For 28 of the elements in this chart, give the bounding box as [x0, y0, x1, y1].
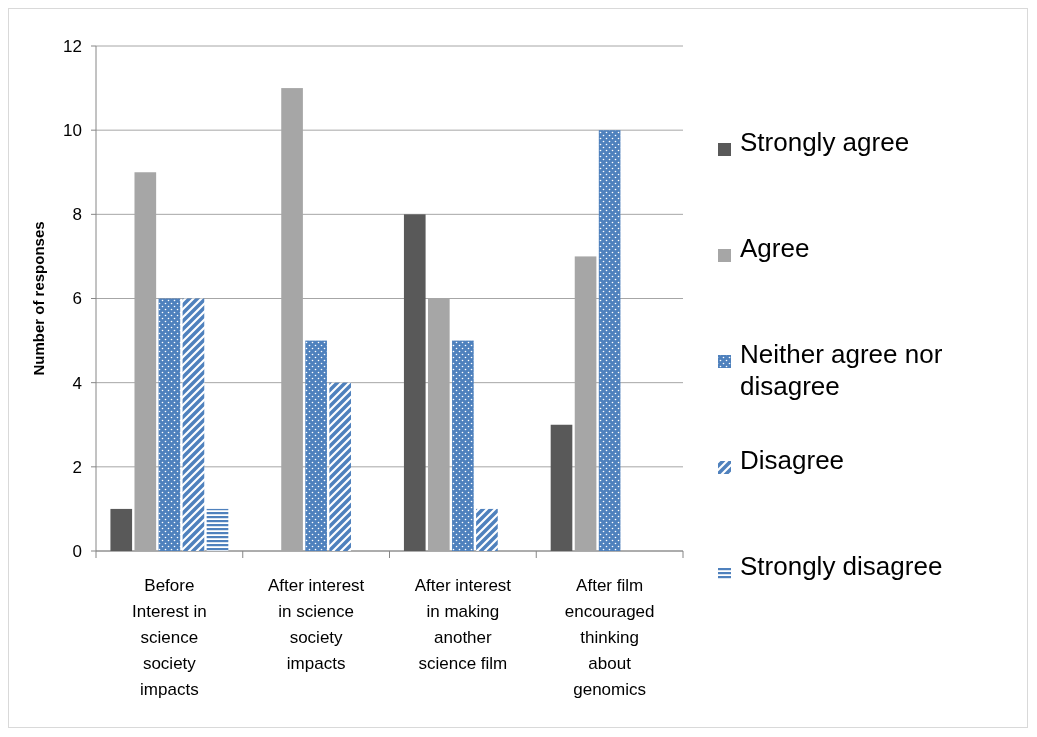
bar [403, 214, 426, 551]
y-tick-label: 8 [72, 205, 82, 225]
x-tick-label: Before Interest in science society impacts [132, 576, 207, 699]
y-axis-title: Number of responses [30, 221, 47, 376]
bar [550, 424, 573, 551]
x-tick-label: After film encouraged thinking about genomics [564, 576, 655, 699]
legend-label: Disagree [740, 445, 845, 475]
y-tick-label: 10 [63, 121, 82, 141]
x-tick-label: After interest in making another science film [414, 576, 512, 673]
bar [206, 508, 229, 551]
y-tick-label: 4 [72, 373, 82, 393]
bar [158, 298, 181, 551]
y-tick-label: 0 [72, 541, 82, 561]
legend-label: Strongly agree [740, 127, 910, 157]
bar [476, 508, 498, 551]
bar [329, 382, 352, 551]
bar [305, 340, 327, 551]
y-tick-label: 2 [72, 457, 82, 477]
bar [452, 340, 474, 551]
legend-label: Agree [740, 233, 810, 263]
y-tick-label: 12 [63, 36, 82, 56]
bar [110, 508, 133, 551]
y-tick-label: 6 [72, 289, 82, 309]
legend-label: Strongly disagree [740, 551, 943, 581]
bar [182, 298, 205, 551]
legend-label: Neither agree nor disagree [740, 339, 943, 401]
bar [598, 130, 621, 551]
x-tick-label: After interest in science society impacts [267, 576, 365, 673]
